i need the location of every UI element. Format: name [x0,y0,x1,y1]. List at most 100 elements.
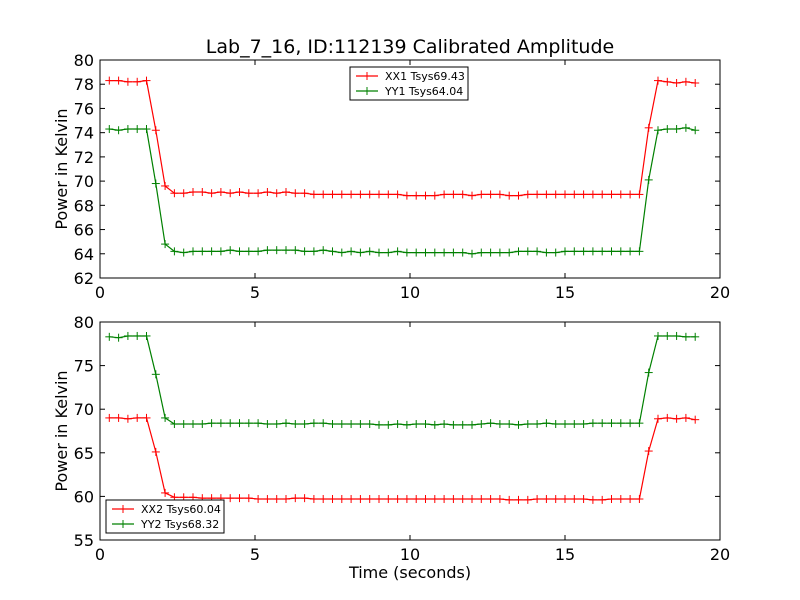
bottom-series-1-point [533,495,542,504]
top-series-2-point [691,126,700,135]
bottom-series-1-point [151,447,160,456]
top-legend-label: YY1 Tsys64.04 [384,85,463,98]
top-series-1-point [356,190,365,199]
bottom-series-1-point [300,494,309,503]
bottom-series-1-point [244,494,253,503]
bottom-series-2-point [570,420,579,429]
bottom-series-1-point [542,495,551,504]
bottom-series-1-point [561,495,569,504]
bottom-series-2-point [114,333,123,342]
top-series-1-point [691,79,700,88]
top-series-1-point [598,190,607,199]
top-series-1-point [235,188,244,197]
top-y-tick-label: 64 [74,245,94,264]
top-series-2-point [151,179,160,188]
bottom-series-2-point [319,419,328,428]
top-series-2-point [588,247,597,256]
bottom-series-2-point [561,420,569,429]
bottom-series-2-point [505,420,514,429]
bottom-series-1-point [570,495,579,504]
top-series-1-point [347,190,356,199]
bottom-series-2-point [328,420,337,429]
bottom-series-2-point [672,331,681,340]
bottom-series-1-point [319,495,328,504]
top-series-1-point [207,189,216,198]
bottom-series-1-point [291,494,300,503]
bottom-series-1-point [579,495,588,504]
top-series-2-point [291,246,300,255]
top-series-1-point [216,188,225,197]
top-series-1-point [663,77,672,86]
top-x-tick-label: 20 [710,283,730,302]
top-series-1-point [179,189,188,198]
bottom-series-1-point [691,415,700,424]
bottom-series-2-point [282,419,290,428]
top-series-1-point [133,77,142,86]
top-series-1-point [161,181,170,190]
bottom-series-2-point [170,420,179,429]
bottom-series-line-1 [109,417,696,501]
top-series-1-point [337,190,346,199]
bottom-series-2-point [542,419,551,428]
top-legend-label: XX1 Tsys69.43 [385,70,465,83]
top-series-1-point [468,191,476,200]
top-series-1-point [226,189,235,198]
bottom-y-tick-label: 70 [74,400,94,419]
top-y-tick-label: 76 [74,99,94,118]
top-series-1-point [309,190,318,199]
top-series-2-point [216,247,225,256]
bottom-series-2-point [235,419,244,428]
top-series-1-point [681,77,690,86]
bottom-series-2-point [579,420,588,429]
top-series-2-point [663,125,672,134]
bottom-series-1-point [635,495,644,504]
top-series-1-point [533,190,542,199]
bottom-series-2-point [133,331,142,340]
bottom-legend-label: XX2 Tsys60.04 [141,503,221,516]
bottom-series-1-point [598,495,607,504]
bottom-series-1-point [356,495,365,504]
top-series-2-point [244,247,253,256]
top-series-line-1 [109,79,696,197]
top-series-2-point [468,249,476,258]
top-series-1-point [607,190,616,199]
top-series-2-point [616,247,625,256]
top-y-tick-label: 74 [74,124,94,143]
bottom-legend: XX2 Tsys60.04 YY2 Tsys68.32 [105,499,225,534]
bottom-series-1-point [588,495,597,504]
top-series-2-point [123,125,132,134]
bottom-series-1-point [328,495,337,504]
top-series-1-point [375,190,383,199]
bottom-series-2-point [681,332,690,341]
top-series-2-point [189,247,197,256]
top-series-1-point [672,79,681,88]
top-series-1-point [170,189,179,198]
bottom-series-2-point [477,420,486,429]
top-series-1-point [551,190,560,199]
top-series-2-point [282,246,290,255]
top-series-2-point [449,248,458,257]
top-series-line-2 [109,127,696,255]
top-y-tick-label: 68 [74,196,94,215]
bottom-series-2-point [272,420,281,429]
bottom-series-2-point [663,331,672,340]
bottom-series-1-point [644,447,653,456]
chart-title: Lab_7_16, ID:112139 Calibrated Amplitude [206,36,614,58]
bottom-series-1-point [254,495,263,504]
bottom-legend-box [105,499,225,534]
top-series-1-point [561,190,569,199]
top-series-2-point [402,248,411,257]
top-series-2-point [635,247,644,256]
bottom-series-2-point [375,420,383,429]
bottom-series-2-point [291,420,300,429]
top-y-axis-label: Power in Kelvin [52,108,71,229]
top-series-1-point [291,189,300,198]
top-series-1-point [505,191,514,200]
top-series-2-point [412,248,421,257]
bottom-series-2-point [598,419,607,428]
top-series-1-point [514,191,523,200]
top-y-tick-label: 78 [74,75,94,94]
bottom-series-2-point [347,420,356,429]
top-series-1-point [300,189,309,198]
